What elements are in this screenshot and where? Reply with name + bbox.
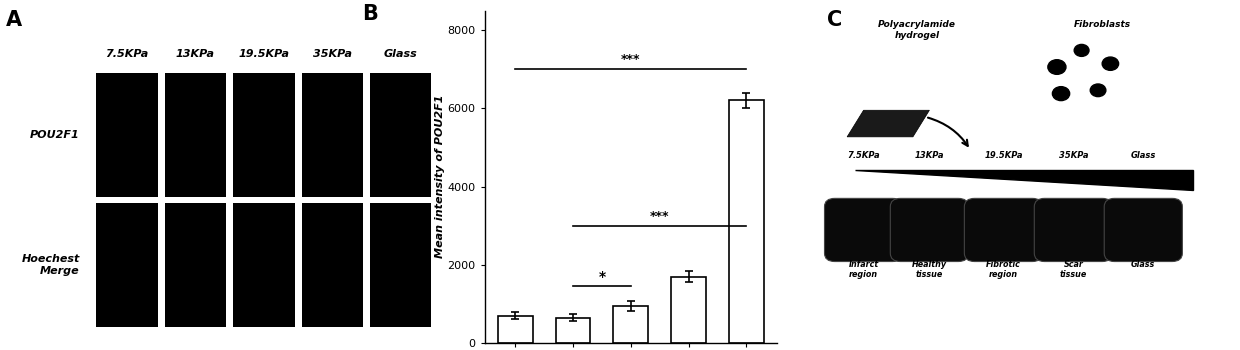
Text: Healthy
tissue: Healthy tissue xyxy=(911,260,947,279)
FancyBboxPatch shape xyxy=(890,198,968,261)
Text: 19.5KPa: 19.5KPa xyxy=(238,49,289,59)
FancyBboxPatch shape xyxy=(1034,198,1112,261)
FancyBboxPatch shape xyxy=(1104,198,1183,261)
Bar xyxy=(301,73,363,197)
Text: Glass: Glass xyxy=(384,49,418,59)
Text: 13KPa: 13KPa xyxy=(176,49,215,59)
Circle shape xyxy=(1074,44,1089,56)
Bar xyxy=(370,73,432,197)
Text: POU2F1: POU2F1 xyxy=(30,130,79,140)
Bar xyxy=(97,203,157,327)
FancyBboxPatch shape xyxy=(965,198,1043,261)
Bar xyxy=(671,276,706,343)
Bar xyxy=(233,203,295,327)
Polygon shape xyxy=(847,110,930,137)
Bar xyxy=(165,73,226,197)
Bar xyxy=(498,316,533,343)
Text: Polyacrylamide
hydrogel: Polyacrylamide hydrogel xyxy=(878,21,956,40)
Text: 7.5KPa: 7.5KPa xyxy=(847,151,880,160)
Bar xyxy=(729,100,764,343)
FancyBboxPatch shape xyxy=(825,198,903,261)
Text: 13KPa: 13KPa xyxy=(915,151,944,160)
Text: 35KPa: 35KPa xyxy=(1059,151,1089,160)
Text: Hoechest
Merge: Hoechest Merge xyxy=(21,254,79,276)
Text: 35KPa: 35KPa xyxy=(312,49,352,59)
Text: Fibrotic
region: Fibrotic region xyxy=(986,260,1021,279)
Bar xyxy=(233,73,295,197)
Bar xyxy=(370,203,432,327)
Circle shape xyxy=(1048,60,1066,74)
Bar xyxy=(614,306,649,343)
Text: ***: *** xyxy=(650,210,670,223)
Text: C: C xyxy=(827,10,842,30)
Text: B: B xyxy=(362,4,378,24)
Bar xyxy=(165,203,226,327)
Text: Fibroblasts: Fibroblasts xyxy=(1074,21,1131,29)
Circle shape xyxy=(1102,57,1118,70)
Polygon shape xyxy=(856,170,1193,190)
Y-axis label: Mean intensity of POU2F1: Mean intensity of POU2F1 xyxy=(435,95,445,259)
Text: A: A xyxy=(6,10,22,30)
Bar xyxy=(97,73,157,197)
Circle shape xyxy=(1053,87,1070,100)
Text: 19.5KPa: 19.5KPa xyxy=(985,151,1023,160)
Text: ***: *** xyxy=(621,53,641,66)
Circle shape xyxy=(1090,84,1106,97)
Text: Glass: Glass xyxy=(1131,151,1156,160)
Text: Scar
tissue: Scar tissue xyxy=(1060,260,1087,279)
Text: 7.5KPa: 7.5KPa xyxy=(105,49,149,59)
Text: Glass: Glass xyxy=(1131,260,1156,269)
Bar xyxy=(556,317,590,343)
Text: *: * xyxy=(599,270,605,284)
Bar xyxy=(301,203,363,327)
Text: Infarct
region: Infarct region xyxy=(848,260,879,279)
